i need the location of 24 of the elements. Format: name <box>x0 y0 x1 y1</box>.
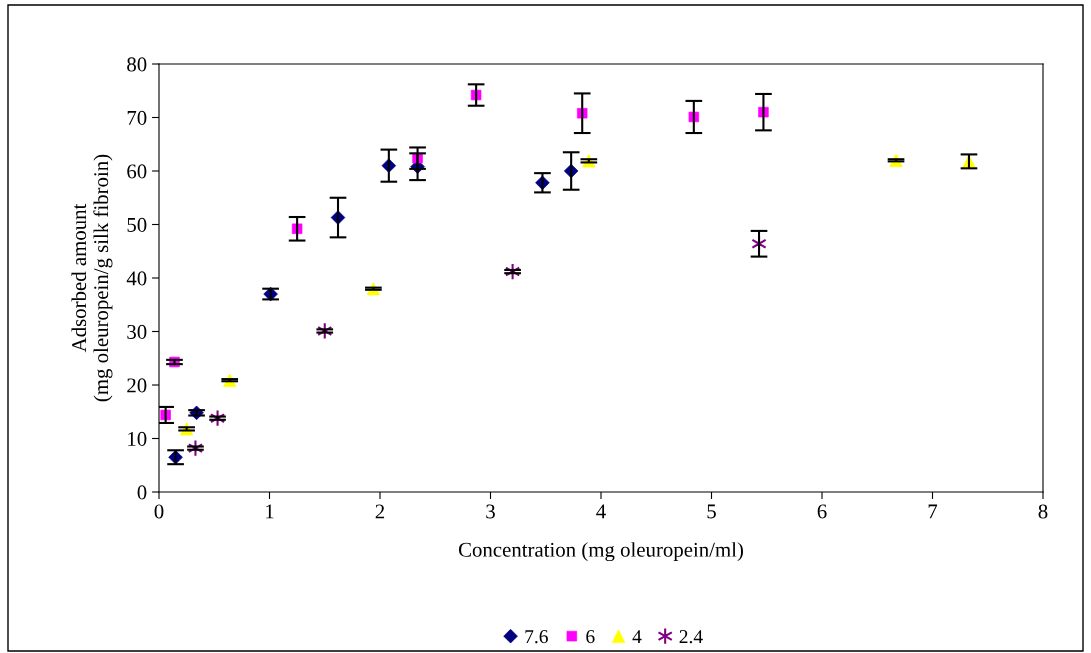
y-tick-label: 0 <box>137 485 147 500</box>
x-tick-label: 0 <box>154 504 164 519</box>
x-tick-label: 5 <box>707 504 716 519</box>
y-tick-label: 60 <box>127 164 147 179</box>
y-tick-label: 10 <box>128 431 147 446</box>
legend-label: 2.4 <box>679 630 703 644</box>
x-tick-label: 6 <box>817 504 827 519</box>
x-tick-label: 2 <box>375 504 385 519</box>
y-axis-title: Adsorbed amount (mg oleuropein/g silk fibroin) <box>71 154 113 402</box>
x-tick-label: 8 <box>1038 504 1048 519</box>
x-axis-title: Concentration (mg oleuropein/ml) <box>458 542 743 562</box>
x-tick-label: 7 <box>928 504 938 519</box>
y-tick-label: 40 <box>126 271 147 286</box>
x-tick-label: 3 <box>486 504 495 519</box>
x-tick-label: 1 <box>266 504 274 519</box>
y-tick-label: 80 <box>127 57 147 72</box>
legend-label: 6 <box>586 630 595 644</box>
y-tick-label: 70 <box>127 110 147 125</box>
y-tick-label: 20 <box>127 378 147 393</box>
y-tick-label: 50 <box>127 217 147 232</box>
legend-label: 7.6 <box>525 630 548 644</box>
y-tick-label: 30 <box>127 324 147 339</box>
legend-label: 4 <box>632 630 642 643</box>
x-tick-label: 4 <box>596 504 606 519</box>
